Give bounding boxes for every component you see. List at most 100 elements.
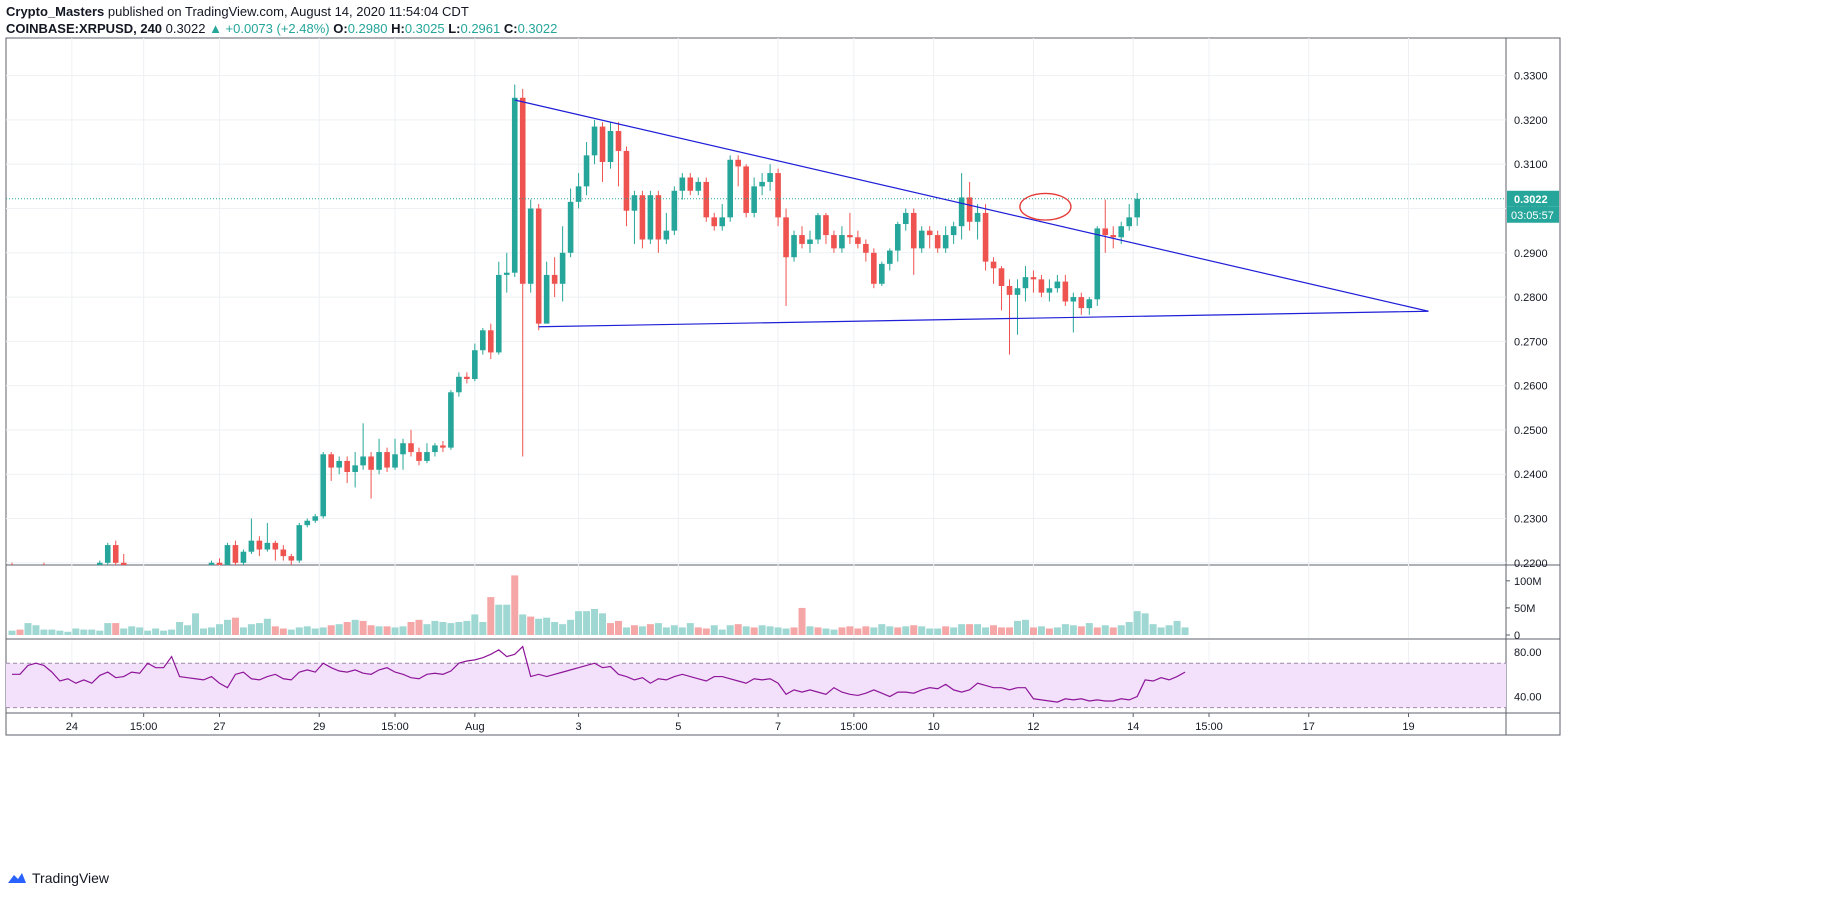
volume-bar xyxy=(926,628,934,635)
volume-bar xyxy=(583,611,591,635)
candle-body xyxy=(1118,226,1125,238)
price-tick-label: 0.2700 xyxy=(1514,336,1548,348)
volume-bar xyxy=(750,627,758,635)
candle-body xyxy=(623,150,630,211)
candle-body xyxy=(1062,281,1069,302)
volume-bar xyxy=(1013,620,1021,635)
volume-bar xyxy=(894,627,902,635)
symbol-header: COINBASE:XRPUSD, 240 0.3022 ▲ +0.0073 (+… xyxy=(6,21,557,36)
candle-body xyxy=(711,217,718,227)
candle-body xyxy=(703,181,710,218)
volume-bar xyxy=(766,626,774,635)
price-pane xyxy=(6,38,1506,571)
candle-body xyxy=(360,456,366,466)
brand-name: TradingView xyxy=(32,870,110,886)
candle-body xyxy=(336,460,342,468)
candle-body xyxy=(559,252,566,284)
volume-bar xyxy=(607,623,614,635)
time-tick-label: 14 xyxy=(1127,721,1139,733)
candle-body xyxy=(33,567,39,569)
tradingview-cloud-icon xyxy=(8,873,26,883)
volume-bar xyxy=(503,604,511,635)
volume-bar xyxy=(846,626,854,635)
candle-body xyxy=(456,376,462,393)
candle-body xyxy=(671,190,678,231)
volume-bar xyxy=(1109,627,1117,635)
published-text: published on TradingView.com, August 14,… xyxy=(107,4,469,19)
price-tick-label: 0.2900 xyxy=(1514,248,1548,260)
volume-bar xyxy=(319,627,327,635)
candle-body xyxy=(950,226,957,236)
volume-bar xyxy=(886,626,894,635)
volume-bar xyxy=(407,622,415,635)
price-tick-label: 0.2500 xyxy=(1514,425,1548,437)
candle-body xyxy=(575,186,582,202)
candle-body xyxy=(201,567,207,569)
volume-bar xyxy=(1173,620,1181,635)
volume-bar xyxy=(950,627,958,635)
candle-body xyxy=(448,392,454,448)
candle-body xyxy=(432,445,438,453)
volume-bar xyxy=(295,627,303,635)
volume-bar xyxy=(1085,623,1093,635)
time-tick-label: 27 xyxy=(213,721,225,733)
volume-bar xyxy=(463,620,471,635)
volume-bar xyxy=(48,629,56,635)
candle-body xyxy=(743,166,749,213)
volume-bar xyxy=(152,628,160,635)
volume-bar xyxy=(591,609,599,635)
volume-bar xyxy=(479,622,487,635)
volume-bar xyxy=(351,619,359,635)
candle-body xyxy=(280,549,287,557)
volume-bar xyxy=(535,618,543,635)
volume-bar xyxy=(527,616,535,635)
volume-bar xyxy=(551,622,559,635)
volume-bar xyxy=(192,613,200,635)
candle-body xyxy=(1070,297,1077,302)
symbol-label[interactable]: COINBASE:XRPUSD, 240 xyxy=(6,21,163,36)
volume-bar xyxy=(335,624,343,635)
author-name[interactable]: Crypto_Masters xyxy=(6,4,105,19)
time-tick-label: 19 xyxy=(1402,721,1414,733)
candle-body xyxy=(879,263,885,284)
volume-bar xyxy=(375,626,383,635)
volume-bar xyxy=(439,622,447,635)
open-value: 0.2980 xyxy=(347,21,388,36)
volume-bar xyxy=(8,630,16,635)
volume-bar xyxy=(176,622,184,635)
time-tick-label: 15:00 xyxy=(840,721,868,733)
volume-bar xyxy=(239,627,247,635)
candle-body xyxy=(89,567,95,569)
candle-body xyxy=(352,465,358,472)
volume-bar xyxy=(638,626,646,635)
volume-bar xyxy=(974,624,982,635)
price-tick-label: 0.2800 xyxy=(1514,292,1548,304)
close-value: 0.3022 xyxy=(517,21,558,36)
volume-bar xyxy=(1141,613,1149,635)
price-tick-label: 0.3100 xyxy=(1514,159,1548,171)
tradingview-logo[interactable]: TradingView xyxy=(6,870,109,886)
volume-bar xyxy=(511,575,519,635)
candle-body xyxy=(1022,277,1029,289)
candle-body xyxy=(495,274,502,353)
low-label: L: xyxy=(448,21,461,36)
volume-bar xyxy=(88,629,96,635)
time-tick-label: Aug xyxy=(465,721,485,733)
volume-bar xyxy=(902,626,910,635)
candle-body xyxy=(153,567,159,569)
candle-body xyxy=(384,452,390,468)
rsi-tick-label: 80.00 xyxy=(1514,647,1542,659)
volume-bar xyxy=(630,625,638,635)
time-tick-label: 5 xyxy=(675,721,681,733)
candle-body xyxy=(926,230,933,236)
candle-body xyxy=(17,567,23,571)
candle-body xyxy=(264,542,271,550)
candle-body xyxy=(1126,217,1132,227)
volume-bar xyxy=(838,627,846,635)
volume-bar xyxy=(184,625,192,635)
volume-bar xyxy=(255,623,263,635)
volume-bar xyxy=(112,623,120,635)
last-price: 0.3022 xyxy=(165,21,206,36)
candle-body xyxy=(1134,198,1140,218)
